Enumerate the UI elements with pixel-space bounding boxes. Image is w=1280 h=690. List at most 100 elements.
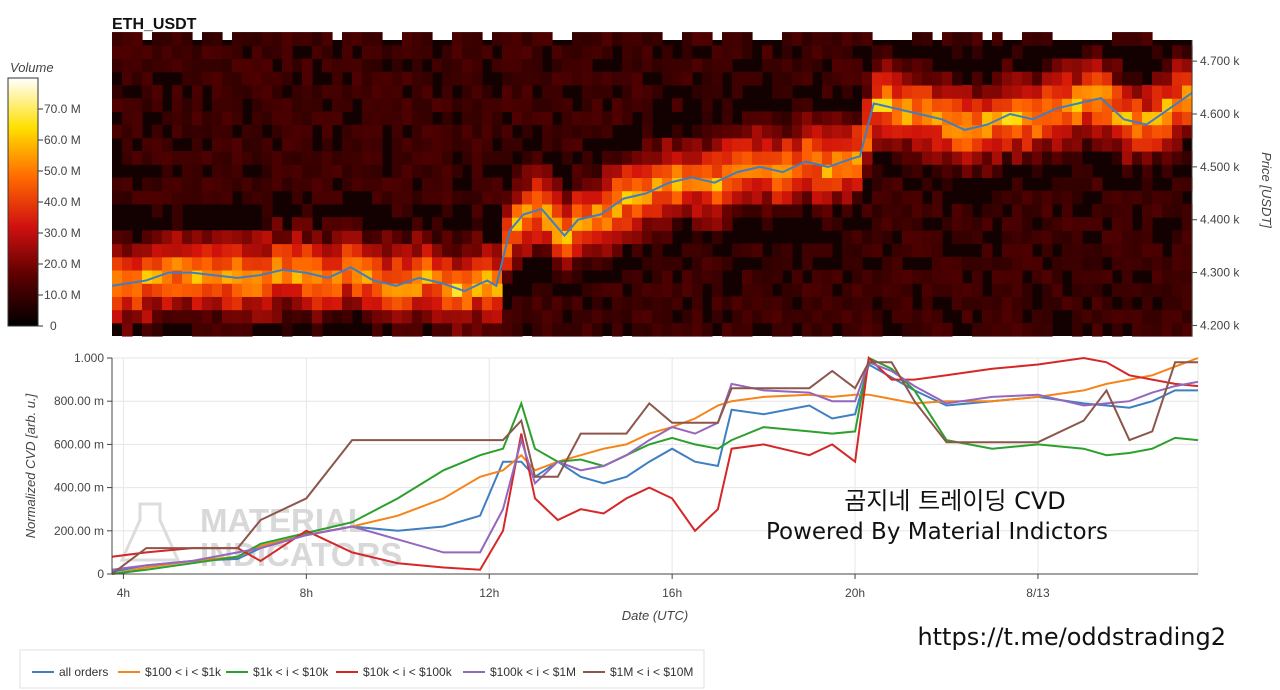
heatmap-cell — [152, 230, 163, 245]
heatmap-cell — [222, 58, 233, 73]
heatmap-cell — [172, 269, 183, 284]
heatmap-cell — [692, 322, 703, 337]
heatmap-cell — [662, 71, 673, 86]
heatmap-cell — [152, 32, 163, 46]
heatmap-cell — [712, 217, 723, 231]
heatmap-cell — [522, 217, 533, 231]
heatmap-cell — [892, 177, 903, 192]
heatmap-cell — [952, 111, 963, 126]
heatmap-cell — [122, 296, 133, 311]
heatmap-cell — [512, 296, 523, 311]
heatmap-cell — [672, 151, 683, 165]
heatmap-cell — [942, 98, 953, 112]
heatmap-cell — [212, 151, 223, 165]
heatmap-cell — [722, 322, 733, 337]
heatmap-cell — [302, 217, 313, 231]
heatmap-cell — [622, 269, 633, 284]
heatmap-cell — [512, 32, 523, 46]
heatmap-cell — [842, 322, 853, 337]
heatmap-cell — [542, 283, 553, 297]
heatmap-cell — [312, 309, 323, 324]
heatmap-cell — [502, 32, 513, 46]
heatmap-cell — [792, 71, 803, 86]
heatmap-cell — [702, 32, 713, 46]
heatmap-cell — [662, 269, 673, 284]
heatmap-cell — [922, 283, 933, 297]
heatmap-cell — [1012, 84, 1023, 99]
heatmap-cell — [1052, 151, 1063, 165]
heatmap-cell — [992, 283, 1003, 297]
heatmap-cell — [882, 71, 893, 86]
heatmap-cell — [442, 230, 453, 245]
heatmap-cell — [572, 256, 583, 271]
heatmap-cell — [592, 283, 603, 297]
heatmap-cell — [242, 32, 253, 46]
heatmap-cell — [472, 296, 483, 311]
heatmap-cell — [612, 164, 623, 179]
heatmap-cell — [1112, 256, 1123, 271]
heatmap-cell — [842, 137, 853, 152]
heatmap-cell — [1082, 309, 1093, 324]
heatmap-cell — [942, 84, 953, 99]
heatmap-cell — [802, 256, 813, 271]
heatmap-cell — [1072, 283, 1083, 297]
heatmap-cell — [932, 309, 943, 324]
heatmap-cell — [292, 309, 303, 324]
heatmap-cell — [822, 190, 833, 205]
heatmap-cell — [742, 190, 753, 205]
colorbar: Volume 010.0 M20.0 M30.0 M40.0 M50.0 M60… — [7, 60, 81, 333]
heatmap-cell — [562, 190, 573, 205]
heatmap-cell — [812, 190, 823, 205]
heatmap-cell — [632, 190, 643, 205]
heatmap-cell — [872, 269, 883, 284]
heatmap-cell — [742, 164, 753, 179]
heatmap-cell — [812, 203, 823, 218]
heatmap-cell — [822, 283, 833, 297]
heatmap-cell — [1072, 243, 1083, 258]
heatmap-cell — [652, 322, 663, 337]
heatmap-cell — [872, 230, 883, 245]
heatmap-cell — [622, 296, 633, 311]
heatmap-cell — [562, 269, 573, 284]
heatmap-cell — [112, 58, 123, 73]
heatmap-cell — [692, 151, 703, 165]
heatmap-cell — [182, 151, 193, 165]
heatmap-cell — [502, 71, 513, 86]
legend: all orders $100 < i < $1k $1k < i < $10k $1… — [19, 649, 705, 689]
heatmap-cell — [202, 71, 213, 86]
colorbar-tick-label: 50.0 M — [44, 164, 81, 178]
heatmap-cell — [722, 124, 733, 139]
heatmap-cell — [442, 164, 453, 179]
heatmap-cell — [822, 137, 833, 152]
heatmap-cell — [572, 190, 583, 205]
heatmap-cell — [462, 243, 473, 258]
heatmap-cell — [772, 111, 783, 126]
heatmap-cell — [432, 217, 443, 231]
heatmap-cell — [532, 32, 543, 46]
heatmap-cell — [642, 177, 653, 192]
heatmap-cell — [202, 269, 213, 284]
heatmap-cell — [1012, 322, 1023, 337]
heatmap-cell — [1062, 217, 1073, 231]
heatmap-cell — [872, 58, 883, 73]
heatmap-cell — [162, 58, 173, 73]
heatmap-cell — [272, 296, 283, 311]
heatmap-cell — [382, 98, 393, 112]
heatmap-cell — [902, 190, 913, 205]
telegram-url[interactable]: https://t.me/oddstrading2 — [917, 623, 1226, 651]
heatmap-cell — [1112, 309, 1123, 324]
heatmap-cell — [152, 151, 163, 165]
heatmap-cell — [842, 177, 853, 192]
heatmap-cell — [172, 124, 183, 139]
heatmap-cell — [392, 269, 403, 284]
heatmap-cell — [882, 45, 893, 60]
heatmap-cell — [862, 151, 873, 165]
heatmap-cell — [912, 71, 923, 86]
heatmap-cell — [912, 137, 923, 152]
heatmap-cell — [352, 32, 363, 46]
heatmap-cell — [1172, 151, 1183, 165]
heatmap-cell — [1062, 296, 1073, 311]
heatmap-cell — [592, 111, 603, 126]
heatmap-cell — [872, 190, 883, 205]
heatmap-cell — [562, 58, 573, 73]
